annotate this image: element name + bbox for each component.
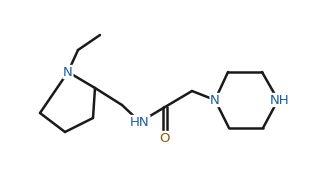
Text: N: N <box>210 93 220 107</box>
Text: N: N <box>63 66 73 78</box>
Text: HN: HN <box>130 116 150 129</box>
Text: O: O <box>160 132 170 145</box>
Text: NH: NH <box>270 93 290 107</box>
